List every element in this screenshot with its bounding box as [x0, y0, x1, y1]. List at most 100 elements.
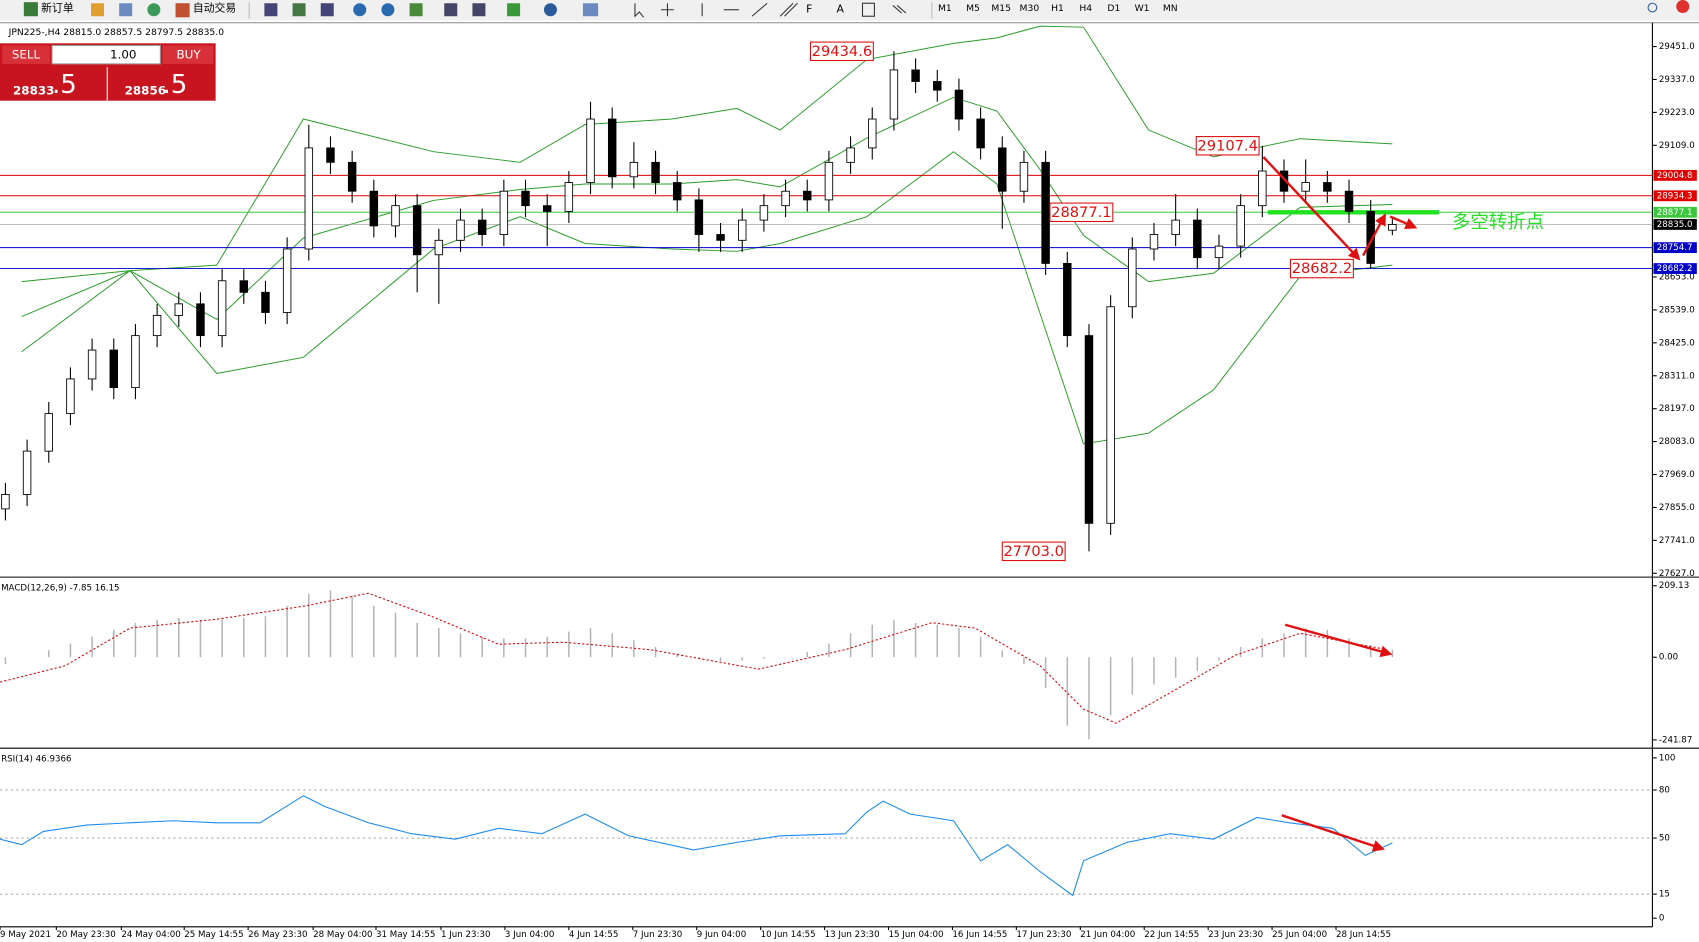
templates[interactable]: [582, 3, 599, 17]
trendline-tool[interactable]: [751, 2, 768, 17]
x-tick-label: 10 Jun 14:55: [761, 930, 816, 940]
candle-body: [629, 161, 639, 178]
candle-body: [846, 147, 855, 163]
text-tool[interactable]: A: [836, 3, 844, 16]
bid-pip[interactable]: .5: [52, 70, 77, 100]
candle-body: [131, 335, 140, 389]
search[interactable]: [1647, 2, 1658, 13]
cursor-tool[interactable]: [634, 3, 645, 18]
indicator-title: MACD(12,26,9) -7.85 16.15: [1, 583, 119, 593]
x-tick-label: 9 May 2021: [0, 930, 51, 940]
candle-body: [933, 81, 942, 91]
candle-body: [44, 413, 53, 452]
tile[interactable]: [409, 3, 423, 17]
candle-body: [434, 239, 444, 256]
price-level-label: 28682.2: [1657, 264, 1693, 274]
candle-body: [781, 190, 790, 207]
indicators[interactable]: [507, 3, 521, 17]
candle-body: [759, 205, 769, 221]
arrow: [1284, 623, 1393, 658]
x-tick-label: 25 May 14:55: [184, 930, 243, 940]
sell-label[interactable]: SELL: [12, 48, 41, 62]
new-order-button[interactable]: 新订单: [41, 1, 74, 15]
x-tick-label: 17 Jun 23:30: [1016, 930, 1071, 940]
fib-tool[interactable]: F: [806, 3, 812, 16]
candle-body: [412, 205, 422, 256]
zoom-in[interactable]: [353, 3, 367, 17]
x-tick-label: 20 May 23:30: [56, 930, 115, 940]
candle-body: [304, 147, 314, 250]
x-tick-label: 13 Jun 23:30: [825, 930, 880, 940]
buy-label[interactable]: BUY: [176, 48, 201, 62]
crosshair-tool[interactable]: [660, 3, 674, 17]
candle-body: [1214, 245, 1224, 259]
tool-icon[interactable]: [444, 3, 458, 17]
lots-input[interactable]: [51, 44, 161, 65]
label-tool[interactable]: [861, 2, 875, 17]
timeframe-button[interactable]: H1: [1051, 3, 1064, 14]
y-tick-label: 29337.0: [1659, 75, 1695, 85]
candle-body: [954, 89, 964, 120]
candle-body: [651, 161, 660, 183]
buy-button[interactable]: [162, 45, 214, 64]
timeframe-button[interactable]: M5: [966, 3, 980, 14]
tool-icon[interactable]: [91, 3, 105, 17]
one-click-trading: JPN225-,H4 28815.0 28857.5 28797.5 28835…: [0, 27, 224, 101]
auto-trading-icon[interactable]: [175, 3, 190, 18]
candle-body: [217, 280, 227, 337]
ask-pip[interactable]: .5: [163, 70, 188, 100]
timeframe-button[interactable]: MN: [1163, 3, 1178, 14]
timeframe-button[interactable]: M15: [991, 3, 1011, 14]
y-tick-label: 27855.0: [1659, 503, 1695, 513]
rsi-plot: [0, 789, 1653, 897]
candle-body: [152, 314, 162, 337]
timeframe-button[interactable]: H4: [1079, 3, 1092, 14]
lots-value[interactable]: 1.00: [110, 48, 137, 62]
x-tick-label: 28 May 04:00: [313, 930, 372, 940]
x-tick-label: 3 Jun 04:00: [505, 930, 555, 940]
candle-body: [868, 118, 877, 149]
price-level-tag: [1653, 242, 1697, 254]
timeframe-button[interactable]: M1: [938, 3, 952, 14]
zoom-out[interactable]: [381, 3, 395, 17]
candle-body: [499, 190, 509, 235]
tool-icon[interactable]: [292, 3, 306, 17]
turning-label: 多空转折点: [1452, 212, 1544, 233]
sell-button[interactable]: [2, 45, 50, 64]
y-tick-label: 28539.0: [1659, 305, 1695, 315]
arrows-tool[interactable]: [892, 5, 907, 14]
timeframe-button[interactable]: W1: [1135, 3, 1150, 14]
channel-tool[interactable]: [779, 2, 798, 17]
candle-body: [347, 161, 357, 192]
timeframe-button[interactable]: M30: [1020, 3, 1040, 14]
timeframe-button[interactable]: D1: [1107, 3, 1120, 14]
tool-icon[interactable]: [147, 3, 161, 17]
candle-body: [282, 248, 292, 313]
notifications[interactable]: [1676, 0, 1690, 13]
bid-price[interactable]: 28833: [13, 83, 54, 97]
candle-body: [1149, 234, 1159, 250]
price-level-tag: [1653, 263, 1697, 274]
candle-body: [998, 147, 1007, 192]
ask-price[interactable]: 28856: [125, 83, 166, 97]
auto-trading-button[interactable]: 自动交易: [193, 1, 236, 15]
candle-body: [456, 219, 465, 241]
tool-icon[interactable]: [472, 3, 486, 17]
periods[interactable]: [543, 3, 557, 17]
candle-body: [1366, 211, 1375, 264]
candle-body: [1344, 190, 1354, 212]
candle-body: [1323, 182, 1332, 192]
tool-icon[interactable]: [320, 3, 334, 17]
x-tick-label: 23 Jun 23:30: [1208, 930, 1263, 940]
price-level-label: 28835.0: [1657, 220, 1693, 230]
x-tick-label: 21 Jun 04:00: [1080, 930, 1135, 940]
candle-body: [391, 205, 400, 227]
candle-body: [1106, 306, 1115, 524]
macd-plot: [0, 590, 1394, 740]
new-order-icon[interactable]: [23, 2, 38, 17]
candle-body: [1, 494, 10, 510]
tool-icon[interactable]: [119, 3, 133, 17]
tool-icon[interactable]: [264, 3, 278, 17]
price-level-tag: [1653, 190, 1697, 202]
